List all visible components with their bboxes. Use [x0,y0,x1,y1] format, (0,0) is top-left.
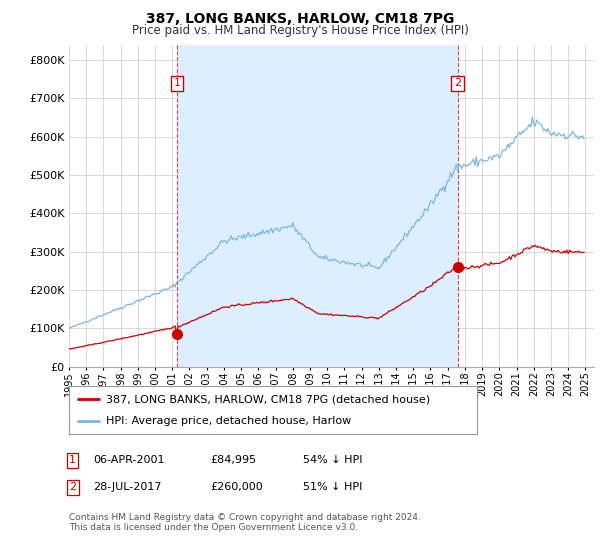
Text: 387, LONG BANKS, HARLOW, CM18 7PG: 387, LONG BANKS, HARLOW, CM18 7PG [146,12,454,26]
Text: This data is licensed under the Open Government Licence v3.0.: This data is licensed under the Open Gov… [69,523,358,532]
Text: 2: 2 [69,482,76,492]
Bar [177,45,457,367]
Text: 06-APR-2001: 06-APR-2001 [93,455,164,465]
Text: HPI: Average price, detached house, Harlow: HPI: Average price, detached house, Harl… [106,416,351,426]
Text: 51% ↓ HPI: 51% ↓ HPI [303,482,362,492]
Text: £84,995: £84,995 [210,455,256,465]
Text: 1: 1 [173,78,181,88]
Text: Contains HM Land Registry data © Crown copyright and database right 2024.: Contains HM Land Registry data © Crown c… [69,513,421,522]
Text: 28-JUL-2017: 28-JUL-2017 [93,482,161,492]
Text: 1: 1 [69,455,76,465]
Text: 54% ↓ HPI: 54% ↓ HPI [303,455,362,465]
Text: £260,000: £260,000 [210,482,263,492]
Text: 387, LONG BANKS, HARLOW, CM18 7PG (detached house): 387, LONG BANKS, HARLOW, CM18 7PG (detac… [106,394,430,404]
Text: Price paid vs. HM Land Registry's House Price Index (HPI): Price paid vs. HM Land Registry's House … [131,24,469,37]
Text: 2: 2 [454,78,461,88]
